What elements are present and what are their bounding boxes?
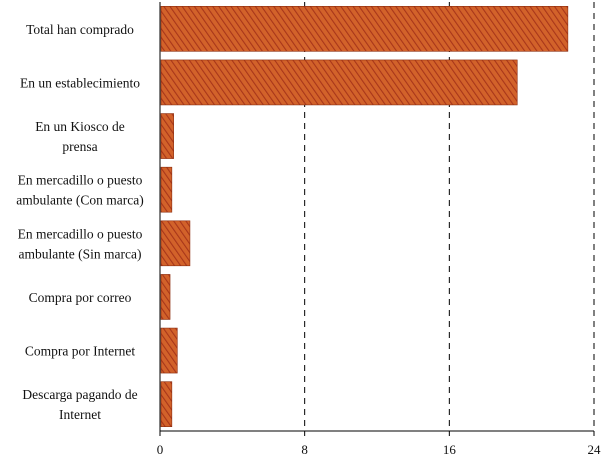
bar-0 xyxy=(160,6,569,52)
category-label-line: ambulante (Sin marca) xyxy=(19,246,142,261)
category-label-line: En mercadillo o puesto xyxy=(18,173,143,188)
x-tick-label: 16 xyxy=(443,442,457,457)
bar-7 xyxy=(160,381,173,427)
category-label-line: Total han comprado xyxy=(26,22,134,37)
x-tick-label: 0 xyxy=(157,442,164,457)
category-labels: Total han comprado En un establecimiento E… xyxy=(16,22,143,422)
bar-1 xyxy=(160,59,518,106)
bar-4 xyxy=(160,220,191,267)
bar-3 xyxy=(160,166,173,213)
category-label: En mercadillo o puesto ambulante (Con mar… xyxy=(16,173,143,208)
category-label-line: En un Kiosco de xyxy=(35,119,125,134)
x-tick-label: 8 xyxy=(301,442,308,457)
category-label: Total han comprado xyxy=(26,22,134,37)
category-label: En mercadillo o puesto ambulante (Sin mar… xyxy=(18,226,143,261)
category-label-line: En un establecimiento xyxy=(20,75,140,90)
category-label: Descarga pagando de Internet xyxy=(22,387,137,422)
category-label: En un establecimiento xyxy=(20,75,140,90)
category-label-line: Descarga pagando de xyxy=(22,387,137,402)
bars xyxy=(160,6,569,427)
bar-2 xyxy=(160,113,174,159)
category-label-line: Internet xyxy=(59,407,101,422)
bar-5 xyxy=(160,274,171,320)
category-label-line: Compra por Internet xyxy=(25,344,135,359)
x-axis: 0 8 16 24 xyxy=(157,2,601,457)
bar-6 xyxy=(160,327,178,374)
category-label: Compra por correo xyxy=(29,290,132,305)
category-label: Compra por Internet xyxy=(25,344,135,359)
category-label-line: prensa xyxy=(62,139,97,154)
category-label: En un Kiosco de prensa xyxy=(35,119,125,154)
category-label-line: Compra por correo xyxy=(29,290,132,305)
category-label-line: ambulante (Con marca) xyxy=(16,193,143,208)
x-tick-label: 24 xyxy=(588,442,602,457)
category-label-line: En mercadillo o puesto xyxy=(18,226,143,241)
